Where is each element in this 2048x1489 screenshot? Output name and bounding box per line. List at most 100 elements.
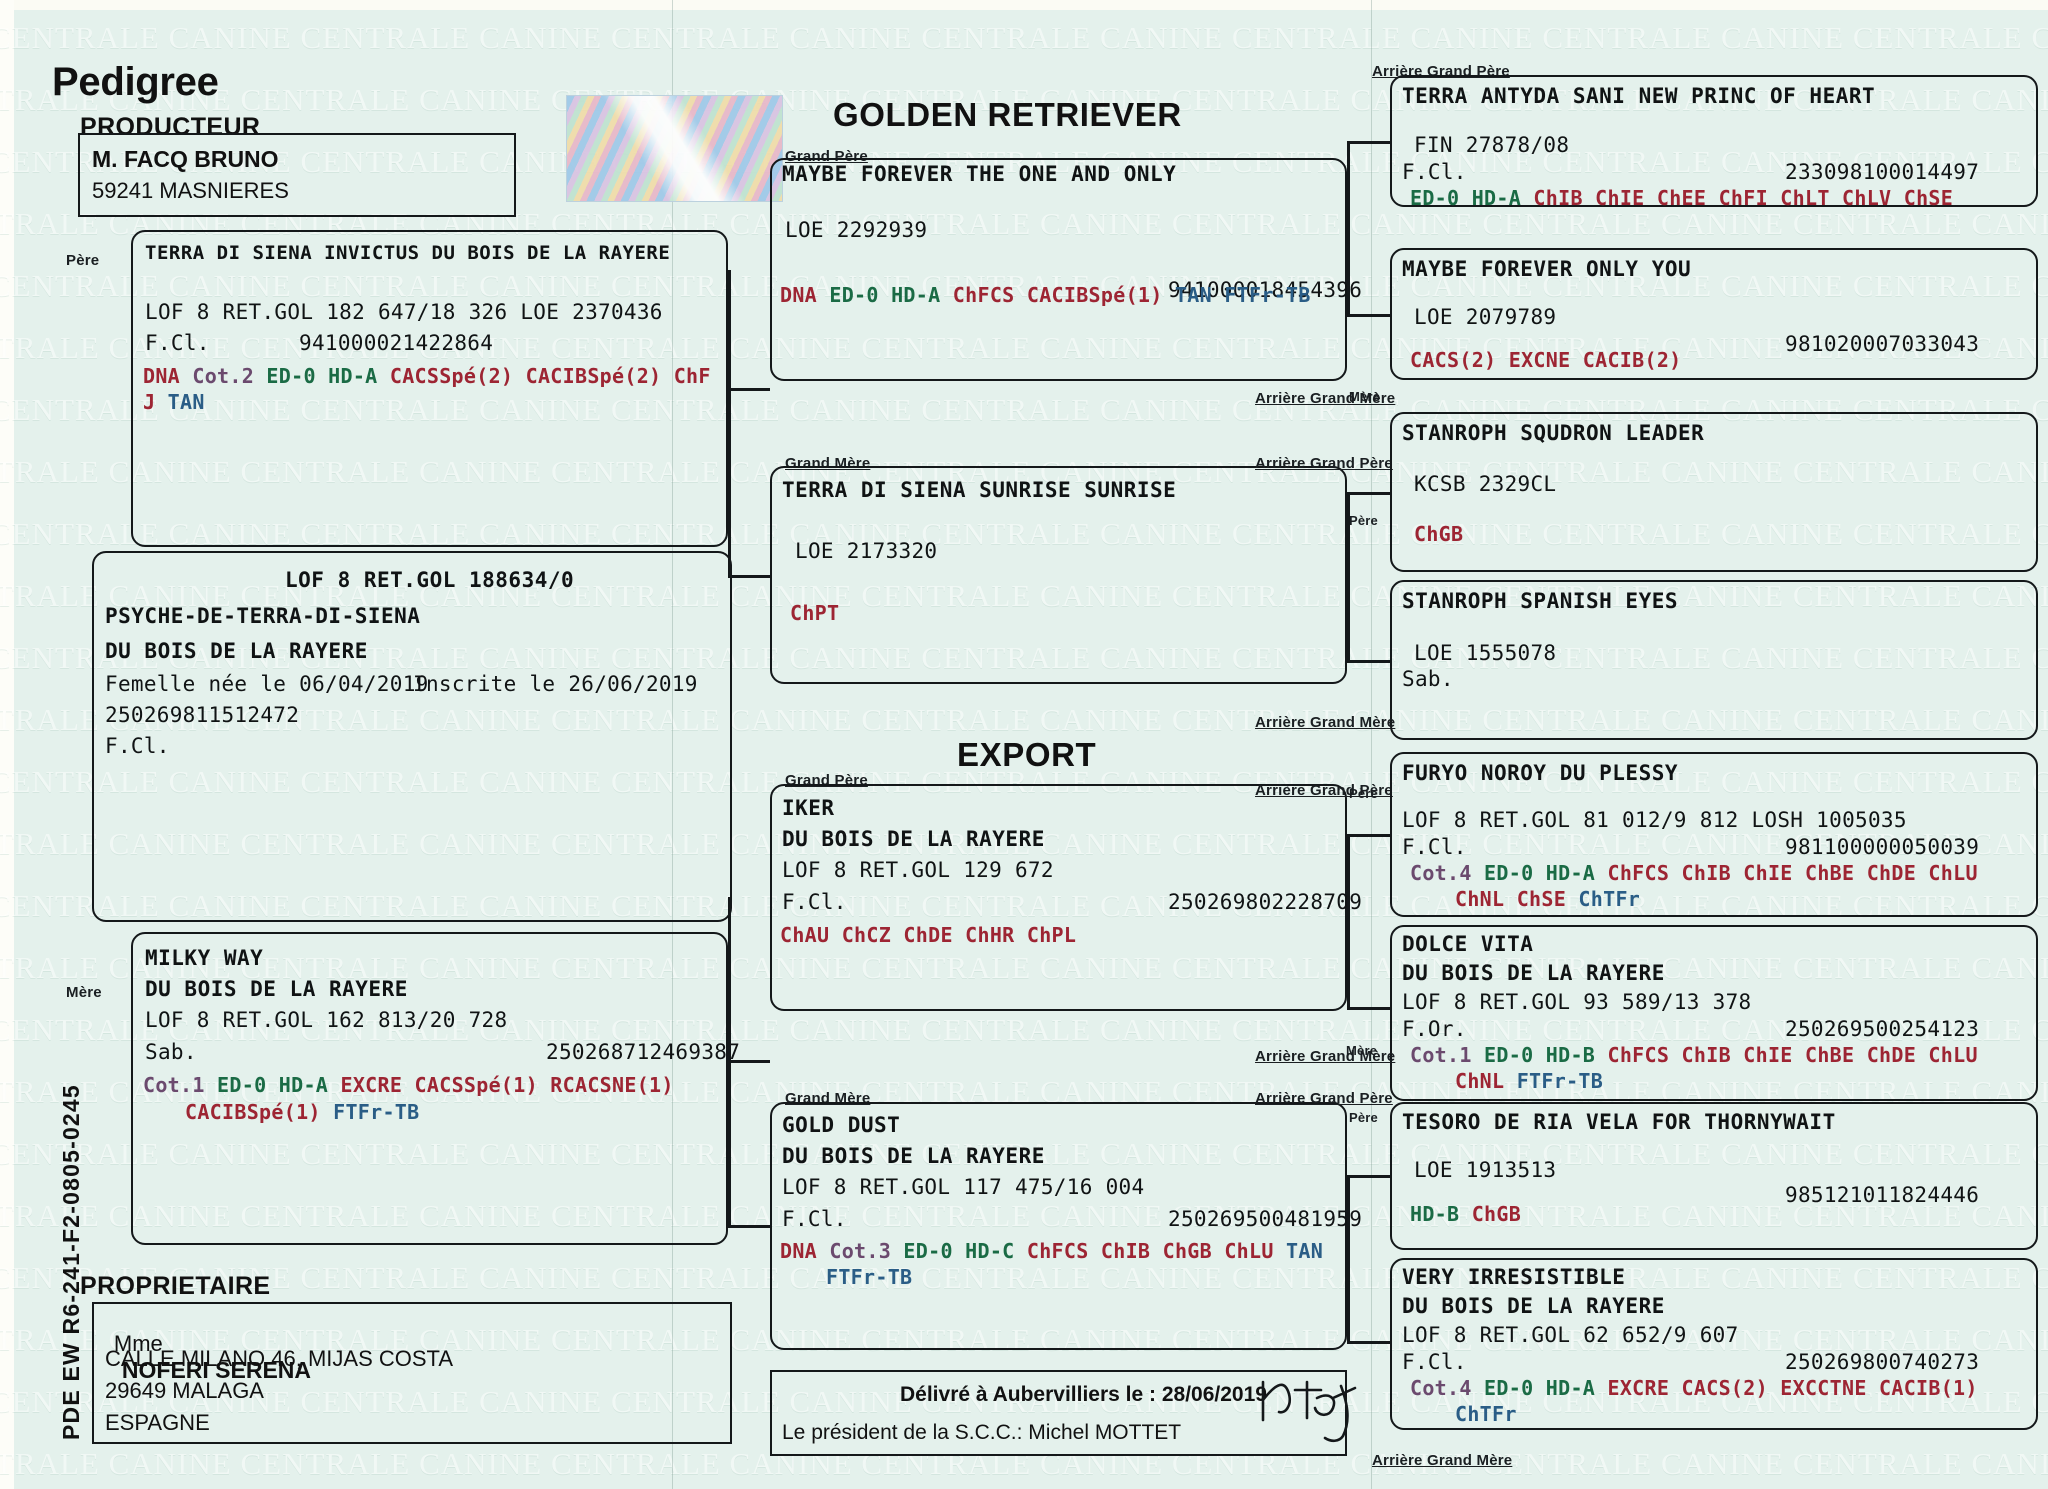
label-mere: Mère — [66, 984, 102, 1001]
grandparent-1-chip: 941000018454396 — [1168, 278, 1363, 302]
fold-line-right — [1371, 0, 1372, 1489]
ggp-5-health-line2: ChNL ChSE ChTFr — [1455, 887, 1641, 911]
grandparent-4-coat: F.Cl. — [782, 1207, 847, 1231]
ggp-6-chip: 250269500254123 — [1785, 1017, 1980, 1041]
ggp-6-health-line1: Cot.1 ED-0 HD-B ChFCS ChIB ChIE ChBE ChD… — [1410, 1043, 1978, 1067]
ggp-3-name: STANROPH SQUDRON LEADER — [1402, 421, 1705, 445]
label-agm-1: Arrière Grand Mère — [1255, 390, 1396, 407]
subject-chip: 250269811512472 — [105, 703, 300, 727]
sire-registry: LOF 8 RET.GOL 182 647/18 326 LOE 2370436 — [145, 300, 663, 324]
ggp-8-health-line2: ChTFr — [1455, 1402, 1517, 1426]
ggp-7-health: HD-B ChGB — [1410, 1202, 1522, 1226]
ggp-5-chip: 981100000050039 — [1785, 835, 1980, 859]
president-text: Le président de la S.C.C.: Michel MOTTET — [782, 1421, 1182, 1444]
ggp-3-registry: KCSB 2329CL — [1414, 472, 1557, 496]
connector-v-sire — [728, 270, 731, 390]
dam-health-line1: Cot.1 ED-0 HD-A EXCRE CACSSpé(1) RCACSNE… — [143, 1073, 674, 1097]
grandparent-box-3 — [770, 784, 1347, 1011]
greatgrandparent-box-3 — [1390, 412, 2038, 572]
sire-name: TERRA DI SIENA INVICTUS DU BOIS DE LA RA… — [145, 242, 671, 264]
greatgrandparent-box-5 — [1390, 752, 2038, 917]
ggp-5-registry: LOF 8 RET.GOL 81 012/9 812 LOSH 1005035 — [1402, 808, 1907, 832]
connector-v-dam-2 — [728, 1060, 731, 1227]
label-mere-small-2: Mère — [1346, 1043, 1378, 1058]
sire-coat: F.Cl. — [145, 331, 210, 355]
subject-name-line1: PSYCHE-DE-TERRA-DI-SIENA — [105, 604, 421, 628]
hologram-seal — [566, 95, 783, 202]
grandparent-4-registry: LOF 8 RET.GOL 117 475/16 004 — [782, 1175, 1145, 1199]
label-pere-small-2: Père — [1349, 786, 1378, 801]
ggp-8-health-line1: Cot.4 ED-0 HD-A EXCRE CACS(2) EXCCTNE CA… — [1410, 1376, 1978, 1400]
ggp-2-name: MAYBE FOREVER ONLY YOU — [1402, 257, 1692, 281]
ggp-2-chip: 981020007033043 — [1785, 332, 1980, 356]
subject-box — [92, 551, 732, 922]
dam-name-line2: DU BOIS DE LA RAYERE — [145, 977, 408, 1001]
ggp-3-health: ChGB — [1414, 522, 1464, 546]
owner-title: Mme — [113, 1331, 163, 1356]
ggp-2-health: CACS(2) EXCNE CACIB(2) — [1410, 348, 1682, 372]
ggp-1-chip: 233098100014497 — [1785, 160, 1980, 184]
grandparent-2-name: TERRA DI SIENA SUNRISE SUNRISE — [782, 478, 1177, 502]
grandparent-2-health: ChPT — [790, 601, 840, 625]
greatgrandparent-box-6 — [1390, 925, 2038, 1101]
ggp-7-registry: LOE 1913513 — [1414, 1158, 1557, 1182]
connector-sire-gp — [728, 388, 770, 391]
ggp-8-coat: F.Cl. — [1402, 1350, 1467, 1374]
breed-title: GOLDEN RETRIEVER — [833, 96, 1182, 133]
grandparent-4-name-line2: DU BOIS DE LA RAYERE — [782, 1144, 1045, 1168]
dam-coat: Sab. — [145, 1040, 197, 1064]
greatgrandparent-box-8 — [1390, 1258, 2038, 1430]
producer-address: 59241 MASNIERES — [92, 178, 289, 203]
grandparent-4-chip: 250269500481959 — [1168, 1207, 1363, 1231]
grandparent-1-registry: LOE 2292939 — [785, 218, 928, 242]
export-mark: EXPORT — [957, 736, 1097, 773]
ggp-8-name-line1: VERY IRRESISTIBLE — [1402, 1265, 1626, 1289]
label-mere-small-1: Mère — [1349, 389, 1381, 404]
greatgrandparent-box-1 — [1390, 75, 2038, 207]
ggp-4-name: STANROPH SPANISH EYES — [1402, 589, 1679, 613]
grandparent-3-name-line1: IKER — [782, 796, 835, 820]
ggp-6-registry: LOF 8 RET.GOL 93 589/13 378 — [1402, 990, 1752, 1014]
owner-box — [92, 1302, 732, 1444]
grandparent-3-name-line2: DU BOIS DE LA RAYERE — [782, 827, 1045, 851]
label-pere-small-1: Père — [1349, 513, 1378, 528]
grandparent-box-1 — [770, 158, 1347, 381]
grandparent-4-name-line1: GOLD DUST — [782, 1113, 901, 1137]
connector-gp4-ggp8 — [1347, 1341, 1391, 1344]
dam-name-line1: MILKY WAY — [145, 946, 264, 970]
connector-gp1-ggp1 — [1347, 141, 1391, 144]
subject-coat: F.Cl. — [105, 734, 170, 758]
subject-name-line2: DU BOIS DE LA RAYERE — [105, 639, 368, 663]
ggp-7-chip: 985121011824446 — [1785, 1183, 1980, 1207]
grandparent-3-health: ChAU ChCZ ChDE ChHR ChPL — [780, 923, 1077, 947]
label-agp-2: Arrière Grand Père — [1255, 455, 1393, 472]
grandparent-3-coat: F.Cl. — [782, 890, 847, 914]
subject-inscription: Inscrite le 26/06/2019 — [413, 672, 698, 696]
grandparent-3-chip: 250269802228709 — [1168, 890, 1363, 914]
connector-gp2-ggp4 — [1347, 660, 1391, 663]
connector-dam-gm — [728, 1225, 770, 1228]
ggp-5-name: FURYO NOROY DU PLESSY — [1402, 761, 1679, 785]
connector-gp1-ggp2 — [1347, 314, 1391, 317]
producer-box — [78, 133, 516, 217]
ggp-4-registry: LOE 1555078 — [1414, 641, 1557, 665]
greatgrandparent-box-4 — [1390, 580, 2038, 740]
connector-v-gp3 — [1347, 834, 1350, 1009]
ggp-5-health-line1: Cot.4 ED-0 HD-A ChFCS ChIB ChIE ChBE ChD… — [1410, 861, 1978, 885]
ggp-2-registry: LOE 2079789 — [1414, 305, 1557, 329]
connector-dam-gp — [728, 1060, 770, 1063]
ggp-4-coat: Sab. — [1402, 667, 1454, 691]
connector-gp2-ggp3 — [1347, 492, 1391, 495]
ggp-1-health: ED-0 HD-A ChIB ChIE ChEE ChFI ChLT ChLV … — [1410, 186, 1954, 210]
dam-health-line2: CACIBSpé(1) FTFr-TB — [185, 1100, 420, 1124]
label-agp-4: Arrière Grand Père — [1255, 1090, 1393, 1107]
dam-registry: LOF 8 RET.GOL 162 813/20 728 — [145, 1008, 508, 1032]
grandparent-4-health-line2: FTFr-TB — [826, 1265, 913, 1289]
producer-name: M. FACQ BRUNO — [92, 146, 279, 172]
producer-heading: PRODUCTEUR — [80, 113, 261, 141]
owner-line1: CALLE MILANO 46, MIJAS COSTA — [105, 1346, 454, 1371]
grandparent-2-registry: LOE 2173320 — [795, 539, 938, 563]
connector-sire-gm — [728, 575, 770, 578]
label-agm-2: Arrière Grand Mère — [1255, 714, 1396, 731]
sire-health-line1: DNA Cot.2 ED-0 HD-A CACSSpé(2) CACIBSpé(… — [143, 364, 711, 388]
